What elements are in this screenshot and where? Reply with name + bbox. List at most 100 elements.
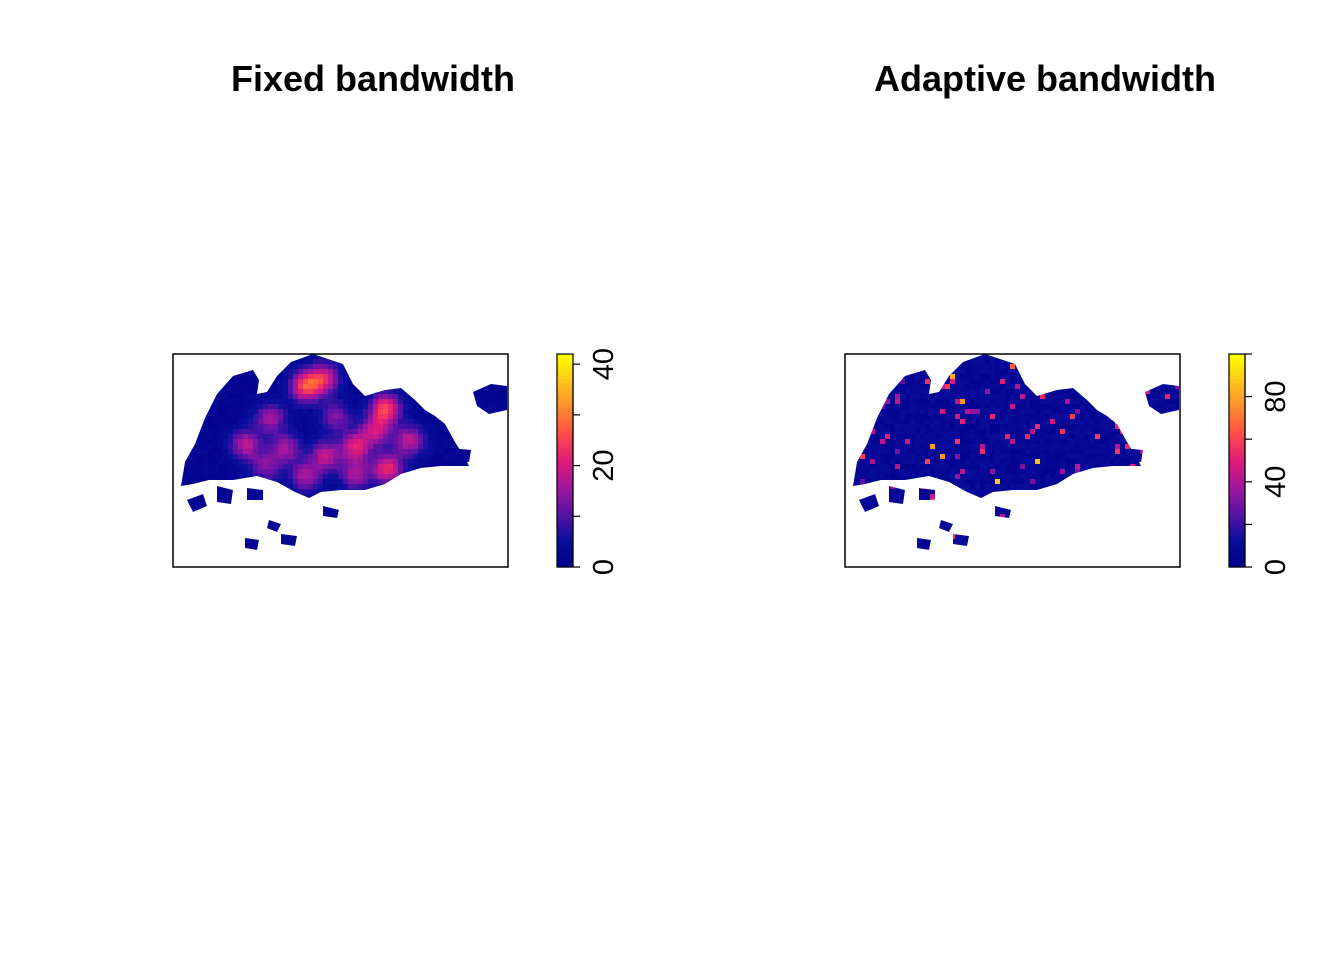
heatmap-cell bbox=[188, 439, 193, 444]
heatmap-cell bbox=[1040, 359, 1045, 364]
heatmap-cell bbox=[483, 469, 488, 474]
heatmap-cell bbox=[313, 364, 318, 369]
heatmap-cell bbox=[418, 499, 423, 504]
heatmap-cell bbox=[243, 499, 248, 504]
heatmap-cell bbox=[328, 494, 333, 499]
heatmap-cell bbox=[453, 489, 458, 494]
heatmap-cell bbox=[1125, 359, 1130, 364]
heatmap-cell bbox=[905, 424, 910, 429]
heatmap-cell bbox=[1025, 449, 1030, 454]
heatmap-cell bbox=[248, 464, 253, 469]
heatmap-cell bbox=[333, 359, 338, 364]
heatmap-cell bbox=[398, 369, 403, 374]
heatmap-cell bbox=[183, 484, 188, 489]
heatmap-cell bbox=[348, 364, 353, 369]
heatmap-cell bbox=[438, 554, 443, 559]
heatmap-cell bbox=[855, 359, 860, 364]
heatmap-cell bbox=[223, 359, 228, 364]
heatmap-cell bbox=[348, 514, 353, 519]
heatmap-cell bbox=[423, 479, 428, 484]
heatmap-cell bbox=[263, 464, 268, 469]
heatmap-cell bbox=[278, 544, 283, 549]
heatmap-cell bbox=[1130, 439, 1135, 444]
heatmap-cell bbox=[1060, 474, 1065, 479]
heatmap-cell bbox=[308, 509, 313, 514]
colorbar-swatch bbox=[557, 428, 573, 433]
heatmap-cell bbox=[203, 519, 208, 524]
heatmap-cell bbox=[905, 359, 910, 364]
heatmap-cell bbox=[1035, 364, 1040, 369]
heatmap-cell bbox=[368, 374, 373, 379]
heatmap-cell bbox=[910, 469, 915, 474]
heatmap-cell bbox=[478, 414, 483, 419]
heatmap-cell bbox=[368, 559, 373, 564]
heatmap-cell bbox=[950, 404, 955, 409]
heatmap-cell bbox=[218, 444, 223, 449]
heatmap-cell bbox=[368, 474, 373, 479]
heatmap-cell bbox=[1135, 499, 1140, 504]
heatmap-cell bbox=[1020, 479, 1025, 484]
heatmap-cell bbox=[303, 549, 308, 550]
heatmap-cell bbox=[273, 484, 278, 489]
heatmap-cell bbox=[393, 534, 398, 539]
heatmap-cell bbox=[990, 504, 995, 509]
heatmap-cell bbox=[308, 529, 313, 534]
heatmap-cell bbox=[448, 479, 453, 484]
heatmap-cell bbox=[880, 484, 885, 489]
heatmap-cell bbox=[980, 364, 985, 369]
heatmap-cell bbox=[203, 439, 208, 444]
heatmap-cell bbox=[383, 509, 388, 514]
heatmap-cell bbox=[853, 479, 855, 484]
heatmap-cell bbox=[1070, 439, 1075, 444]
heatmap-cell bbox=[233, 399, 238, 404]
heatmap-cell bbox=[403, 454, 408, 459]
heatmap-cell bbox=[895, 404, 900, 409]
heatmap-cell bbox=[853, 439, 855, 444]
heatmap-cell bbox=[1155, 394, 1160, 399]
heatmap-cell bbox=[423, 484, 428, 489]
heatmap-cell bbox=[870, 499, 875, 504]
heatmap-cell bbox=[900, 364, 905, 369]
heatmap-cell bbox=[273, 374, 278, 379]
heatmap-cell bbox=[358, 559, 363, 564]
heatmap-cell bbox=[935, 474, 940, 479]
heatmap-cell bbox=[1055, 359, 1060, 364]
heatmap-cell bbox=[223, 409, 228, 414]
heatmap-cell bbox=[418, 549, 423, 550]
heatmap-cell bbox=[498, 489, 503, 494]
heatmap-cell bbox=[248, 534, 253, 539]
heatmap-cell bbox=[258, 474, 263, 479]
heatmap-cell bbox=[273, 499, 278, 504]
heatmap-cell bbox=[383, 359, 388, 364]
heatmap-cell bbox=[965, 454, 970, 459]
colorbar-swatch bbox=[557, 563, 573, 568]
heatmap-cell bbox=[333, 559, 338, 564]
heatmap-cell bbox=[208, 499, 213, 504]
heatmap-cell bbox=[915, 499, 920, 504]
heatmap-cell bbox=[223, 549, 228, 550]
heatmap-cell bbox=[1155, 384, 1160, 389]
heatmap-cell bbox=[188, 399, 193, 404]
heatmap-cell bbox=[1100, 484, 1105, 489]
heatmap-cell bbox=[198, 489, 203, 494]
heatmap-cell bbox=[378, 464, 383, 469]
heatmap-cell bbox=[308, 514, 313, 519]
heatmap-cell bbox=[895, 409, 900, 414]
heatmap-cell bbox=[458, 409, 463, 414]
heatmap-cell bbox=[343, 544, 348, 549]
heatmap-cell bbox=[218, 459, 223, 464]
heatmap-cell bbox=[493, 369, 498, 374]
heatmap-cell bbox=[293, 404, 298, 409]
heatmap-cell bbox=[463, 374, 468, 379]
heatmap-cell bbox=[1015, 374, 1020, 379]
heatmap-cell bbox=[328, 374, 333, 379]
heatmap-cell bbox=[408, 434, 413, 439]
heatmap-cell bbox=[348, 504, 353, 509]
heatmap-cell bbox=[865, 454, 870, 459]
heatmap-cell bbox=[303, 449, 308, 454]
heatmap-cell bbox=[181, 374, 183, 379]
heatmap-cell bbox=[393, 484, 398, 489]
heatmap-cell bbox=[940, 409, 945, 414]
heatmap-cell bbox=[268, 459, 273, 464]
heatmap-cell bbox=[1005, 384, 1010, 389]
